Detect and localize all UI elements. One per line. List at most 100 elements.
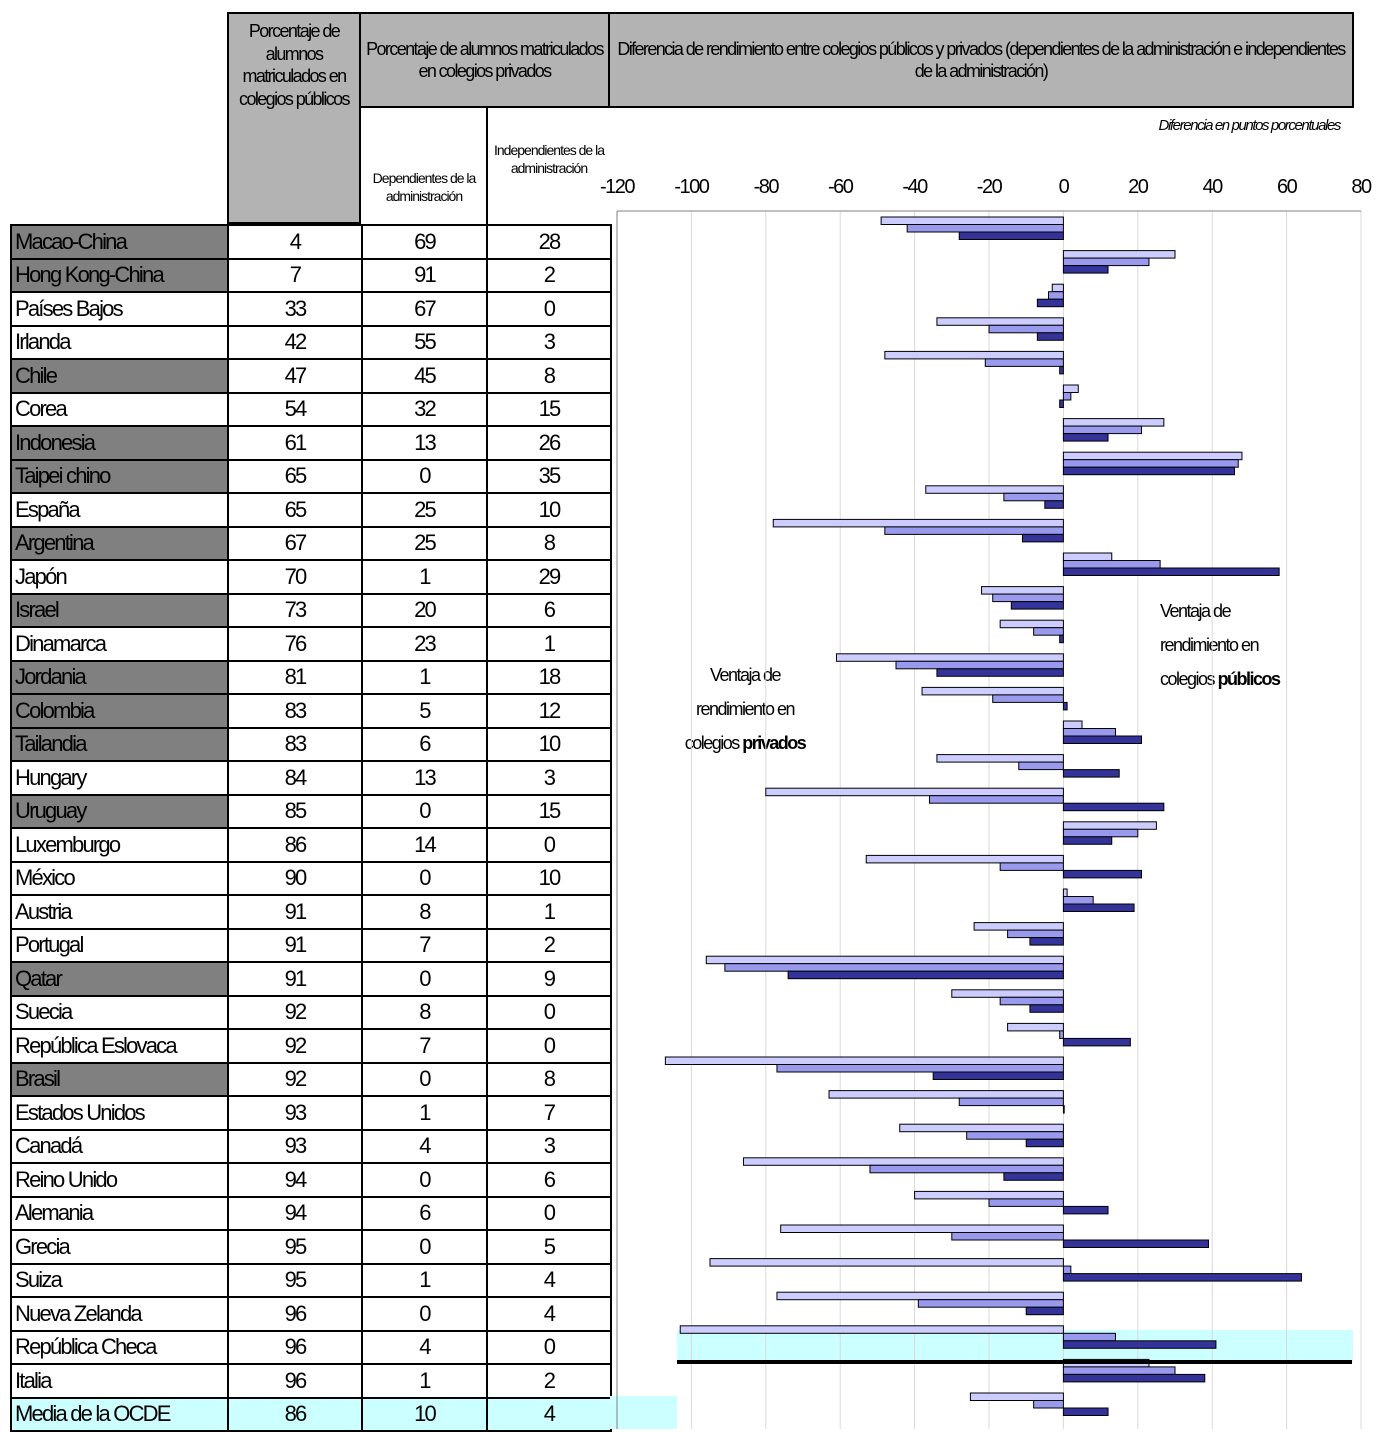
bar [1063,904,1134,912]
bar [1063,1266,1070,1274]
bar [1063,837,1111,845]
bar [1060,400,1064,408]
bar [1063,266,1108,274]
bar [1000,863,1063,871]
bar [1063,721,1082,729]
bar [1063,1106,1064,1114]
bar [1063,803,1163,811]
bar [1063,1206,1108,1214]
bar [1034,628,1064,636]
bar [918,1300,1063,1308]
bar [959,232,1063,240]
bar [706,956,1063,964]
bar [1063,1274,1301,1282]
bar [1063,897,1093,905]
bar [1030,938,1063,946]
tick-label: -80 [754,176,780,198]
tick-label: -20 [977,176,1003,198]
bar [970,1393,1063,1401]
oecd-highlight-band-left [610,1396,677,1429]
bar [1034,1401,1064,1409]
bar [952,990,1064,998]
bar [1004,1173,1064,1181]
bar [922,687,1063,695]
bar [1063,870,1141,878]
bar [1063,385,1078,393]
bar [1026,1139,1063,1147]
bar [1063,460,1238,468]
bar [974,923,1063,931]
bar [1063,467,1234,475]
bar [777,1065,1063,1073]
bar [1063,434,1108,442]
bar [1004,493,1064,501]
bar [710,1259,1063,1267]
bar [1063,258,1149,266]
bar [1049,292,1064,300]
tick-label: 20 [1128,176,1149,198]
bar [1008,1023,1064,1031]
bar [885,527,1064,535]
bar [1008,930,1064,938]
bar [985,359,1063,367]
bar [993,594,1064,602]
bar [907,225,1063,233]
bar [766,788,1064,796]
bar [777,1292,1063,1300]
bar [1060,635,1064,643]
tick-label: 0 [1059,176,1070,198]
tick-label: 40 [1203,176,1224,198]
bar [885,351,1064,359]
tick-label: -100 [674,176,709,198]
bar [1060,366,1064,374]
bar [1063,426,1141,434]
bar [993,695,1064,703]
tick-label: -120 [600,176,635,198]
bar [900,1124,1064,1132]
bar [1052,284,1063,292]
tick-label: 80 [1351,176,1372,198]
bar [1060,1031,1064,1039]
bar [1022,534,1063,542]
bar [1063,736,1141,744]
bar [866,855,1063,863]
bar [929,796,1063,804]
tick-label: -60 [828,176,854,198]
bar [1063,393,1070,401]
bar [1063,1333,1115,1341]
bar [829,1091,1063,1099]
bar [781,1225,1064,1233]
bar [725,964,1064,972]
bar [1063,1408,1108,1416]
bar [937,755,1063,763]
tick-label: -40 [902,176,928,198]
bar [989,1199,1063,1207]
bar [1063,1341,1216,1349]
tick-label: 60 [1277,176,1298,198]
bar [1063,770,1119,778]
bar [836,654,1063,662]
bar [1000,997,1063,1005]
bar [937,669,1063,677]
bar [1063,251,1175,259]
bar [1037,299,1063,307]
bar [915,1191,1064,1199]
bar [896,661,1063,669]
bar [1063,1374,1204,1382]
bar [952,1233,1064,1241]
bar [1030,1005,1063,1013]
bar [933,1072,1063,1080]
bar [1063,889,1067,897]
bar [773,519,1063,527]
bar [1019,762,1064,770]
bar [1063,568,1279,576]
bar [1063,822,1156,830]
oecd-highlight-band [677,1330,1353,1362]
bar [1063,1038,1130,1046]
bar [680,1326,1063,1334]
bar [937,318,1063,326]
bar [959,1098,1063,1106]
bar [1063,419,1163,427]
bar [1011,602,1063,610]
